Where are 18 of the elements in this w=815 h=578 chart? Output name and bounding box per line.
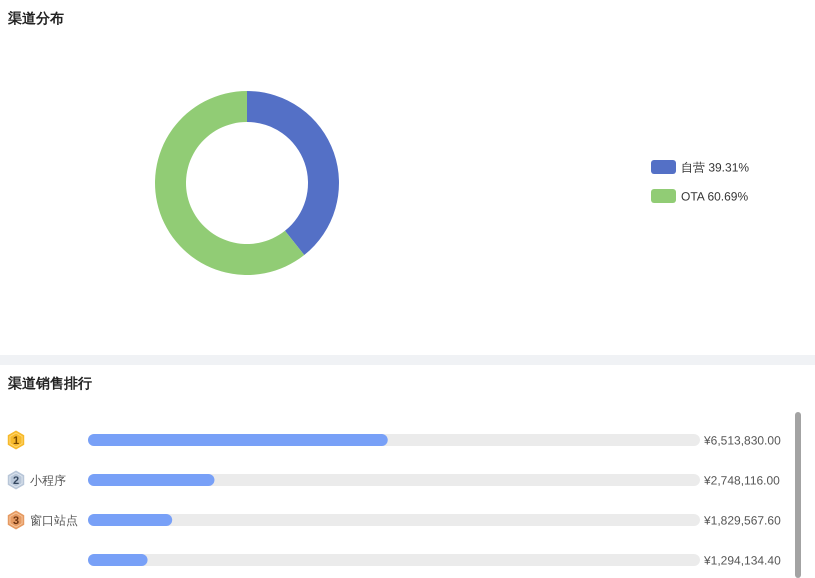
- donut-slice: [155, 91, 304, 275]
- legend-label: 自营 39.31%: [681, 160, 750, 174]
- data-label: ¥6,513,830.00: [703, 434, 782, 448]
- data-label: ¥2,748,116.00: [703, 474, 780, 488]
- y-tick-label: 小程序: [30, 474, 66, 488]
- text: 1: [12, 435, 20, 447]
- y-tick-label: 窗口站点: [30, 514, 78, 528]
- text: 渠道分布: [7, 10, 64, 26]
- text: 3: [12, 515, 20, 527]
- bar: [88, 474, 214, 486]
- data-label: ¥1,294,134.40: [703, 554, 782, 568]
- bar: [88, 554, 148, 566]
- text: 2: [12, 475, 20, 487]
- bar: [88, 514, 172, 526]
- chart-title: 渠道销售排行: [7, 375, 92, 391]
- donut-slice: [247, 91, 339, 256]
- data-label: ¥1,829,567.60: [703, 514, 782, 528]
- legend-label: OTA 60.69%: [681, 190, 748, 204]
